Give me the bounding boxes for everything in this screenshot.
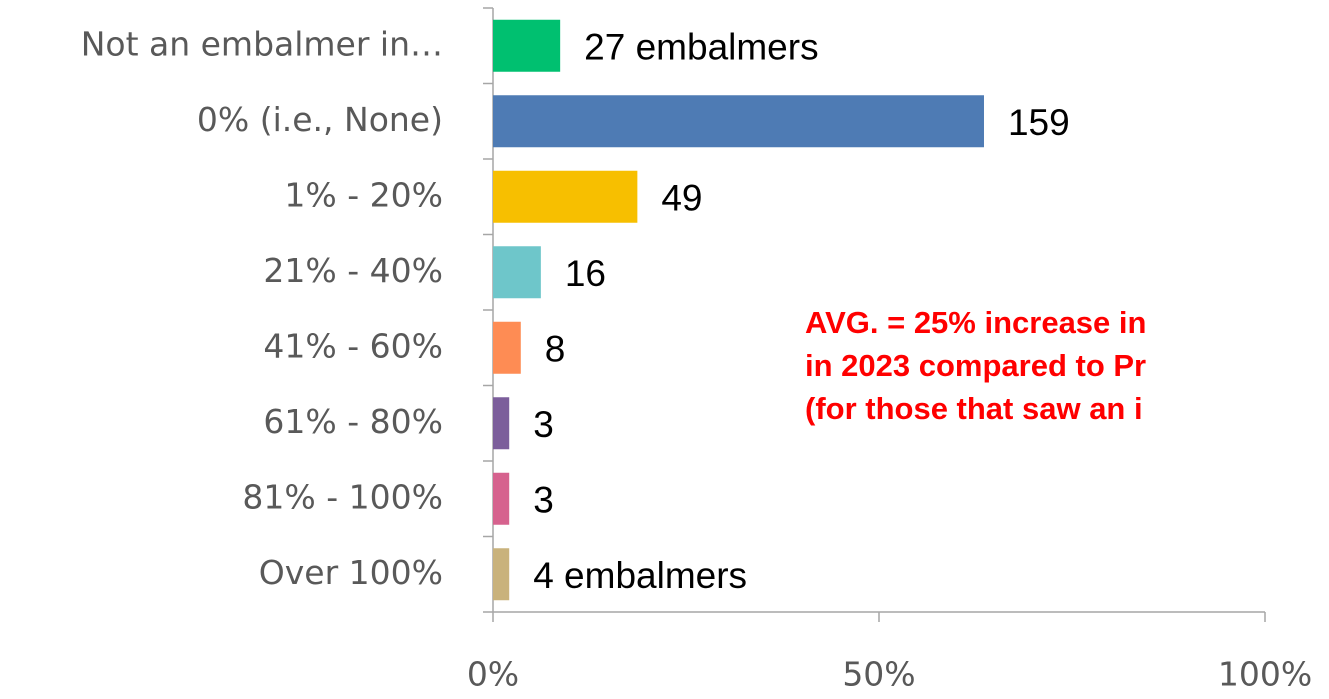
data-label: 159 (1008, 102, 1070, 143)
category-label: 41% - 60% (263, 326, 443, 365)
bar (493, 170, 638, 223)
bar (493, 472, 510, 525)
bar (493, 246, 541, 299)
data-label: 3 (533, 480, 554, 521)
data-label: 3 (533, 404, 554, 445)
annotation: (for those that saw an i (805, 391, 1143, 426)
x-tick-label: 50% (842, 655, 915, 694)
bar (493, 19, 561, 72)
category-label: Not an embalmer in… (81, 24, 443, 63)
category-label: 0% (i.e., None) (197, 100, 443, 139)
annotation: AVG. = 25% increase in (805, 305, 1146, 340)
annotation: in 2023 compared to Pr (805, 348, 1146, 383)
x-tick-label: 100% (1218, 655, 1312, 694)
bar (493, 548, 510, 601)
category-label: 1% - 20% (284, 175, 443, 214)
x-tick-label: 0% (467, 655, 519, 694)
data-label: 27 embalmers (584, 27, 818, 68)
category-label: 21% - 40% (263, 251, 443, 290)
data-label: 16 (565, 253, 606, 294)
bar (493, 95, 984, 148)
category-label: 81% - 100% (242, 477, 443, 516)
bar (493, 321, 521, 374)
data-label: 4 embalmers (533, 555, 747, 596)
bar (493, 397, 510, 450)
data-label: 49 (661, 178, 702, 219)
data-label: 8 (545, 329, 566, 370)
category-label: 61% - 80% (263, 402, 443, 441)
category-label: Over 100% (259, 553, 443, 592)
